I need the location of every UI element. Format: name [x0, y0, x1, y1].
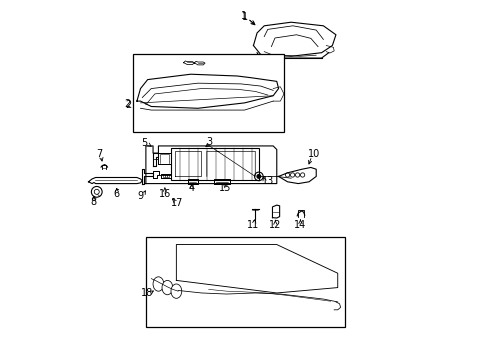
Text: 15: 15: [219, 183, 231, 193]
Text: 12: 12: [268, 220, 281, 230]
Text: 17: 17: [171, 198, 183, 208]
Text: 10: 10: [307, 149, 320, 159]
Text: 7: 7: [96, 149, 102, 159]
Text: 11: 11: [246, 220, 258, 230]
Text: 16: 16: [159, 189, 171, 199]
Text: 4: 4: [188, 183, 194, 193]
Bar: [171, 148, 258, 180]
Bar: [145, 237, 344, 327]
Text: 2: 2: [124, 100, 131, 110]
Text: 3: 3: [206, 138, 212, 147]
Text: 5: 5: [142, 138, 148, 148]
Text: 2: 2: [123, 99, 130, 109]
Text: 13: 13: [262, 176, 274, 186]
Circle shape: [257, 175, 260, 178]
Text: 6: 6: [114, 189, 120, 199]
Text: 14: 14: [294, 220, 306, 230]
Text: 9: 9: [137, 191, 143, 201]
Text: 1: 1: [240, 12, 246, 22]
Text: 18: 18: [140, 288, 152, 298]
Bar: [163, 174, 164, 177]
Ellipse shape: [171, 284, 182, 298]
Text: 8: 8: [91, 197, 97, 207]
Bar: [133, 54, 284, 132]
Text: 1: 1: [242, 12, 248, 22]
Bar: [165, 174, 166, 177]
Bar: [167, 174, 168, 177]
Ellipse shape: [162, 280, 172, 295]
Ellipse shape: [153, 277, 163, 291]
